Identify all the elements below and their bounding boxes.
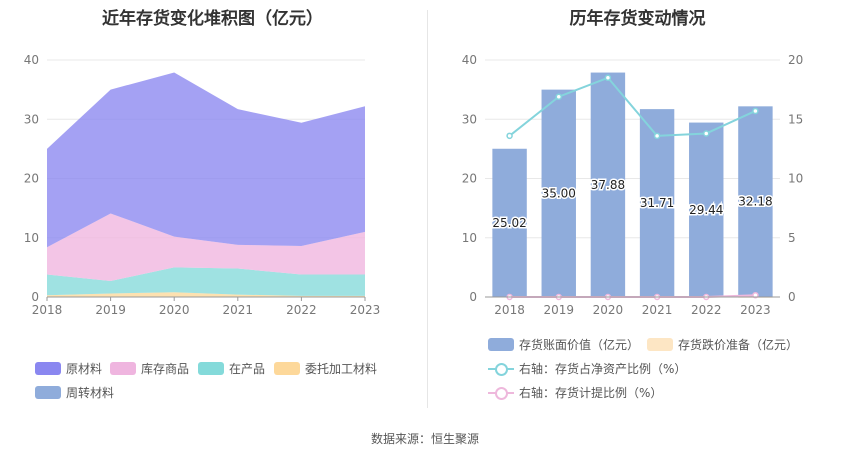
legend-label: 原材料 <box>66 362 103 376</box>
y2-tick-label: 15 <box>788 112 803 126</box>
bar <box>738 106 773 298</box>
y-tick-label: 20 <box>462 172 477 186</box>
legend-swatch <box>110 362 136 375</box>
y-tick-label: 10 <box>24 231 39 245</box>
y-tick-label: 10 <box>462 231 477 245</box>
legend-label: 右轴：存货占净资产比例（%） <box>519 362 687 376</box>
y-tick-label: 30 <box>24 112 39 126</box>
x-tick-label: 2023 <box>350 303 381 317</box>
y2-tick-label: 5 <box>788 231 796 245</box>
legend-swatch <box>647 338 673 351</box>
y2-tick-label: 20 <box>788 53 803 67</box>
bar-value-label: 25.02 <box>492 216 526 230</box>
bar-value-label: 32.18 <box>738 195 772 209</box>
legend-item-finished-goods[interactable]: 库存商品 <box>110 360 189 377</box>
stacked-area-chart: 0 10 20 30 40 2018 2019 2020 2021 2022 2023 <box>24 53 381 317</box>
line-point <box>653 132 661 140</box>
x-tick-label: 2022 <box>691 303 722 317</box>
stacked-area-panel: 近年存货变化堆积图（亿元） 0 10 20 30 40 2018 2019 2020 2021 2… <box>0 0 425 420</box>
line-point <box>506 132 513 140</box>
legend-swatch <box>35 386 61 399</box>
x-tick-label: 2018 <box>32 303 63 317</box>
bar-value-label: 31.71 <box>640 196 674 210</box>
line-point <box>555 93 562 100</box>
data-source-note: 数据来源：恒生聚源 <box>370 432 479 446</box>
legend-item-outsourced-materials[interactable]: 委托加工材料 <box>274 360 377 377</box>
bar-value-label: 29.44 <box>689 203 723 217</box>
bar <box>639 109 675 297</box>
legend-item-provision-ratio[interactable]: 右轴：存货计提比例（%） <box>488 384 662 401</box>
legend-swatch <box>274 362 300 375</box>
y-tick-label: 20 <box>24 172 39 186</box>
legend-label: 周转材料 <box>66 386 115 400</box>
y-tick-label: 40 <box>24 53 39 67</box>
y-tick-label: 40 <box>462 53 477 67</box>
line-point <box>752 107 759 115</box>
x-tick-label: 2021 <box>642 303 673 317</box>
legend-item-work-in-progress[interactable]: 在产品 <box>198 360 265 377</box>
y2-tick-label: 0 <box>788 290 796 304</box>
x-tick-label: 2023 <box>740 303 771 317</box>
legend-item-book-value[interactable]: 存货账面价值（亿元） <box>488 336 639 353</box>
legend-label: 存货跌价准备（亿元） <box>678 338 799 352</box>
legend-line-swatch <box>488 386 514 400</box>
legend-swatch <box>198 362 224 375</box>
x-tick-label: 2019 <box>543 303 574 317</box>
line-series <box>508 76 756 137</box>
x-tick-label: 2019 <box>95 303 126 317</box>
legend-label: 存货账面价值（亿元） <box>519 338 640 352</box>
bar <box>492 148 527 297</box>
left-chart-title: 近年存货变化堆积图（亿元） <box>102 9 323 29</box>
legend-line-swatch <box>488 362 514 376</box>
legend-swatch <box>488 338 514 351</box>
bar-line-panel: 历年存货变动情况 0 10 20 30 40 0 5 10 15 20 25.02 35.00 37.8… <box>425 0 850 420</box>
y-tick-label: 30 <box>462 112 477 126</box>
area-series <box>47 292 365 297</box>
x-tick-label: 2020 <box>593 303 624 317</box>
x-tick-label: 2018 <box>494 303 525 317</box>
panel-divider <box>427 10 428 408</box>
x-tick-label: 2021 <box>223 303 254 317</box>
line-point <box>752 291 759 299</box>
legend-item-turnover-materials[interactable]: 周转材料 <box>35 384 114 401</box>
legend-label: 右轴：存货计提比例（%） <box>519 386 663 400</box>
legend-label: 委托加工材料 <box>305 362 378 376</box>
legend-item-net-asset-ratio[interactable]: 右轴：存货占净资产比例（%） <box>488 360 686 377</box>
right-chart-title: 历年存货变动情况 <box>569 9 706 29</box>
area-series <box>47 72 365 248</box>
y2-tick-label: 10 <box>788 172 803 186</box>
bar <box>541 89 576 297</box>
y-tick-label: 0 <box>31 290 39 304</box>
y-tick-label: 0 <box>469 290 477 304</box>
bar-value-label: 35.00 <box>542 186 576 200</box>
x-tick-label: 2020 <box>159 303 190 317</box>
line-point <box>604 74 612 82</box>
legend-item-raw-materials[interactable]: 原材料 <box>35 360 102 377</box>
bar <box>689 122 724 298</box>
legend-label: 库存商品 <box>141 362 190 376</box>
x-tick-label: 2022 <box>286 303 317 317</box>
legend-swatch <box>35 362 61 375</box>
area-series <box>47 267 365 296</box>
bar <box>590 72 626 297</box>
legend-label: 在产品 <box>229 362 266 376</box>
line-point <box>703 130 710 137</box>
legend-item-impairment[interactable]: 存货跌价准备（亿元） <box>647 336 798 353</box>
area-series <box>47 213 365 282</box>
bar-line-chart: 0 10 20 30 40 0 5 10 15 20 25.02 35.00 37.88 31.71 29.… <box>462 53 804 317</box>
bar-value-label: 37.88 <box>591 178 625 192</box>
